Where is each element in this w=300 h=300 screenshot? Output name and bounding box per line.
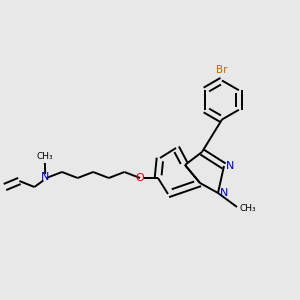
Text: N: N [220,188,229,198]
Text: CH₃: CH₃ [37,152,53,160]
Text: N: N [226,161,235,171]
Text: O: O [136,173,144,183]
Text: N: N [41,172,49,182]
Text: CH₃: CH₃ [239,204,256,213]
Text: Br: Br [216,65,228,75]
